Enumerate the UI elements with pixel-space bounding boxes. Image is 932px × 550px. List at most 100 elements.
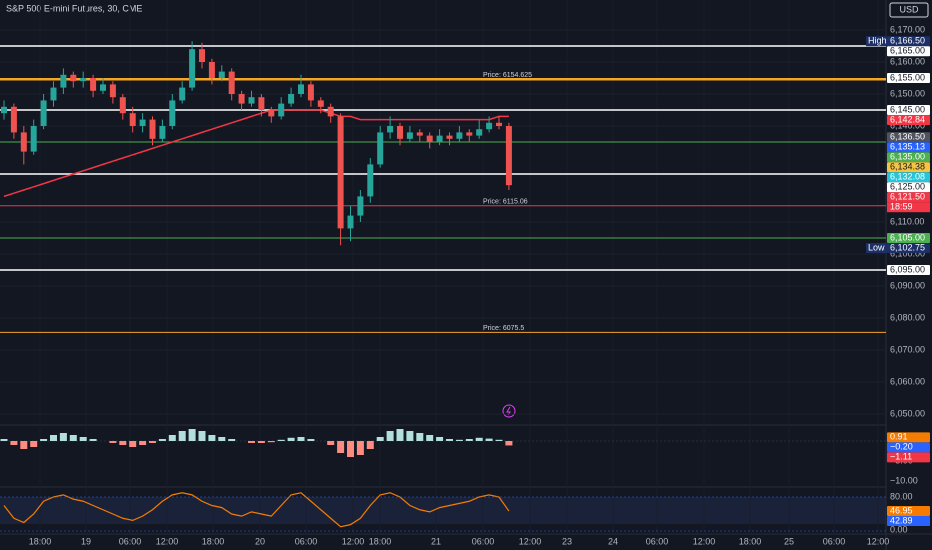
currency-label[interactable]: USD [899, 4, 919, 14]
candle-body [149, 119, 156, 139]
candle-body [80, 78, 87, 82]
candle-body [397, 126, 403, 139]
time-label: 18:00 [369, 536, 392, 546]
y-tick-label: 6,080.00 [890, 312, 925, 322]
candle-body [30, 126, 37, 152]
macd-bar [40, 439, 48, 441]
candle-body [486, 122, 493, 130]
macd-bar [168, 435, 176, 441]
time-label: 24 [608, 536, 618, 546]
price-badge-label: 6,134.38 [890, 162, 925, 172]
price-badge [887, 432, 930, 443]
time-label: 12:00 [342, 536, 365, 546]
time-label: 21 [431, 536, 441, 546]
candle-body [446, 135, 453, 139]
time-label: 25 [784, 536, 794, 546]
price-badge-label: 6,102.75 [890, 242, 925, 252]
price-level-label: Price: 6075.5 [483, 325, 524, 332]
candle-body [228, 71, 235, 94]
currency-button[interactable] [889, 2, 929, 18]
candle-body [1, 106, 7, 114]
macd-bar [89, 439, 97, 441]
candle-body [159, 126, 166, 139]
macd-bar [287, 437, 295, 441]
candle-body [100, 84, 106, 91]
candle-body [199, 49, 205, 62]
macd-bar [505, 441, 513, 446]
candle-body [40, 100, 47, 126]
price-badge-label: 6,095.00 [890, 264, 925, 274]
candle-body [505, 126, 512, 186]
macd-bar [386, 431, 394, 441]
chart-title: S&P 500 E-mini Futures, 30, CME [6, 3, 142, 13]
price-badge [887, 73, 930, 83]
price-badge [887, 36, 930, 47]
time-label: 06:00 [295, 536, 318, 546]
price-badge [887, 233, 930, 243]
macd-bar [485, 438, 493, 441]
macd-bar [446, 439, 453, 441]
alert-icon[interactable] [502, 404, 516, 418]
macd-bar [267, 441, 275, 443]
price-badge-label: 6,166.50 [890, 36, 925, 46]
macd-bar [59, 433, 67, 441]
macd-bar [218, 437, 226, 441]
time-label: 06:00 [823, 536, 846, 546]
macd-bar [10, 441, 18, 445]
candle-body [218, 71, 225, 78]
price-badge-label: 6,135.00 [890, 152, 925, 162]
price-badge [887, 265, 930, 275]
macd-bar [495, 439, 503, 441]
y-tick-label: 6,060.00 [890, 376, 925, 386]
candle-body [248, 97, 255, 104]
countdown-label: 18:59 [890, 202, 913, 212]
candle-body [357, 196, 364, 216]
macd-bar [228, 439, 236, 441]
candle-body [347, 215, 354, 229]
macd-bar [20, 441, 28, 449]
macd-bar [475, 437, 483, 441]
price-badge [887, 105, 930, 115]
macd-bar [0, 439, 8, 441]
time-label: 06:00 [472, 536, 495, 546]
macd-bar [178, 431, 186, 441]
price-badge [887, 452, 930, 463]
macd-bar [366, 441, 374, 449]
macd-bar [30, 441, 38, 447]
y-tick-label: 6,150.00 [890, 88, 925, 98]
y-tick-label: 6,050.00 [890, 408, 925, 418]
moving-average [3, 109, 509, 198]
candle-body [50, 87, 57, 101]
time-label: 18:00 [739, 536, 762, 546]
macd-bar [347, 441, 354, 457]
candle-body [387, 126, 394, 133]
price-badge [887, 506, 930, 517]
price-badge-label: 46.95 [890, 505, 913, 515]
candle-body [416, 132, 423, 136]
macd-bar [337, 441, 345, 453]
time-label: 12:00 [156, 536, 179, 546]
candle-body [268, 110, 275, 117]
macd-bar [356, 441, 364, 455]
macd-bar [327, 441, 335, 445]
time-label: 18:00 [29, 536, 52, 546]
macd-bar [139, 441, 147, 445]
price-badge-label: 6,145.00 [890, 104, 925, 114]
candle-body [476, 129, 483, 136]
macd-bar [396, 429, 404, 441]
candle-body [10, 106, 17, 133]
candle-body [317, 100, 324, 107]
candle-body [406, 132, 413, 139]
price-level-label: Price: 6154.625 [483, 72, 532, 79]
macd-bar [416, 433, 424, 441]
candle-body [298, 84, 304, 94]
macd-bar [208, 435, 216, 441]
candle-body [337, 116, 344, 229]
price-badge-label: 6,105.00 [890, 232, 925, 242]
macd-bar [426, 435, 434, 441]
time-label: 23 [562, 536, 572, 546]
macd-bar [257, 441, 265, 443]
